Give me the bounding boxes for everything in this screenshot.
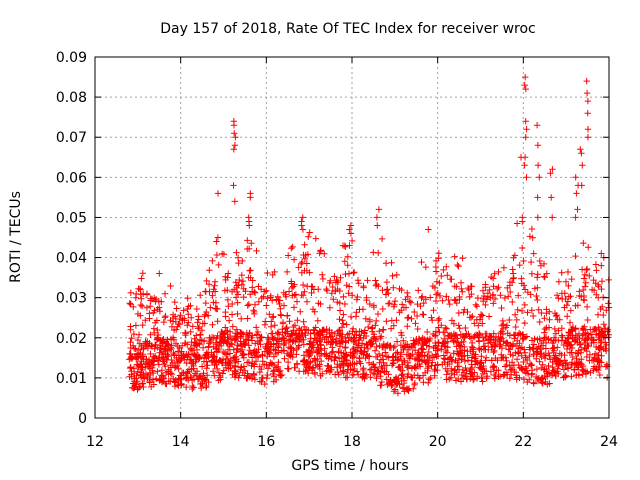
y-tick-label: 0 (78, 411, 87, 427)
y-tick-label: 0.02 (56, 331, 87, 347)
x-tick-label: 16 (257, 434, 275, 450)
x-tick-label: 14 (172, 434, 190, 450)
x-tick-label: 12 (86, 434, 104, 450)
chart-title: Day 157 of 2018, Rate Of TEC Index for r… (160, 21, 536, 37)
x-tick-label: 20 (429, 434, 447, 450)
y-tick-label: 0.09 (56, 50, 87, 66)
data-points (126, 73, 612, 397)
y-tick-label: 0.04 (56, 251, 87, 267)
y-axis-label: ROTI / TECUs (8, 191, 24, 283)
roti-plus-markers (126, 73, 612, 397)
x-tick-label: 22 (514, 434, 532, 450)
x-axis-label: GPS time / hours (291, 458, 408, 474)
y-tick-label: 0.05 (56, 210, 87, 226)
x-axis-tick-labels: 12 14 16 18 20 22 24 (86, 434, 618, 450)
y-axis-tick-labels: 0 0.01 0.02 0.03 0.04 0.05 0.06 0.07 0.08 0.09 (56, 50, 87, 427)
y-tick-label: 0.08 (56, 90, 87, 106)
x-tick-label: 24 (600, 434, 618, 450)
y-tick-label: 0.01 (56, 371, 87, 387)
y-tick-label: 0.06 (56, 170, 87, 186)
y-tick-label: 0.03 (56, 291, 87, 307)
y-tick-label: 0.07 (56, 130, 87, 146)
x-tick-label: 18 (343, 434, 361, 450)
axis-ticks (94, 56, 610, 419)
